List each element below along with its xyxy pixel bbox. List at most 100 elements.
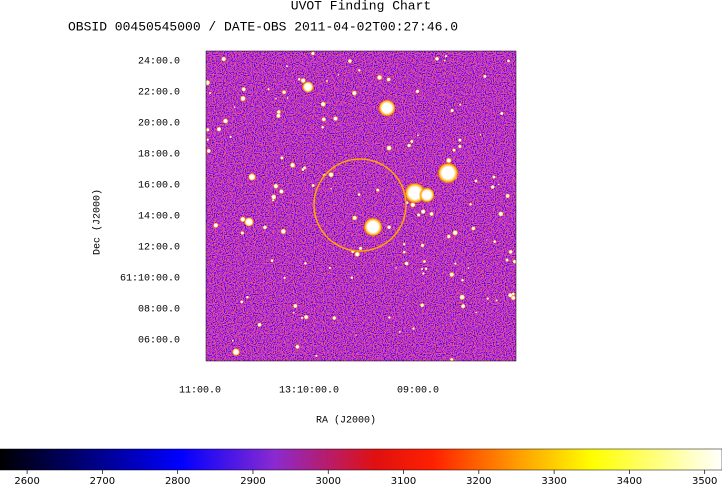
star <box>499 111 504 116</box>
star <box>337 74 340 76</box>
bright-star <box>244 217 254 227</box>
star <box>420 209 426 215</box>
y-tick-label: 14:00.0 <box>138 212 180 223</box>
star <box>415 89 420 94</box>
star <box>387 316 391 320</box>
star <box>257 322 262 328</box>
star <box>271 198 275 202</box>
star <box>351 215 358 221</box>
y-tick-label: 22:00.0 <box>138 88 180 99</box>
star <box>475 311 478 314</box>
star <box>459 294 466 301</box>
star <box>275 113 281 119</box>
star <box>280 156 284 160</box>
star <box>471 226 476 231</box>
star <box>486 297 490 301</box>
star <box>497 183 500 186</box>
star <box>458 103 462 106</box>
star <box>300 77 306 84</box>
star <box>507 292 513 298</box>
star <box>457 144 462 149</box>
star <box>357 192 361 197</box>
star <box>330 187 333 190</box>
star <box>492 175 496 179</box>
star <box>213 222 219 229</box>
star <box>395 266 397 269</box>
star <box>358 246 363 251</box>
star <box>483 74 487 79</box>
star <box>402 242 406 246</box>
star <box>206 127 210 132</box>
star <box>450 108 455 113</box>
colorbar-tick-label: 2700 <box>90 476 115 487</box>
colorbar-tick-label: 3100 <box>391 476 416 487</box>
star <box>320 101 326 107</box>
star <box>278 188 284 195</box>
star <box>206 148 212 154</box>
bright-star <box>378 99 396 117</box>
star <box>241 86 247 92</box>
title: UVOT Finding Chart <box>291 0 431 13</box>
star <box>292 303 298 309</box>
star <box>270 194 277 200</box>
star <box>495 299 498 302</box>
star <box>262 225 268 230</box>
x-tick-label: 13:10:00.0 <box>279 386 339 397</box>
star <box>267 87 270 91</box>
star <box>452 148 456 152</box>
star <box>301 167 305 172</box>
bright-star <box>363 217 383 237</box>
star <box>490 184 495 190</box>
star <box>239 300 244 304</box>
star <box>486 239 488 241</box>
colorbar <box>0 448 722 471</box>
colorbar-tick-label: 3000 <box>316 476 341 487</box>
star <box>328 266 332 270</box>
star <box>240 231 245 236</box>
y-tick-label: 06:00.0 <box>138 336 180 347</box>
star <box>467 267 470 270</box>
star <box>222 118 229 124</box>
star <box>429 211 434 217</box>
star <box>420 243 425 248</box>
star <box>454 262 457 265</box>
colorbar-tick-label: 2600 <box>14 476 39 487</box>
star <box>498 211 504 217</box>
star <box>355 334 357 336</box>
colorbar-tick-label: 3300 <box>541 476 566 487</box>
star <box>460 303 466 309</box>
star <box>273 183 279 189</box>
star <box>416 213 421 217</box>
star <box>206 138 210 142</box>
star <box>283 276 287 280</box>
star <box>328 171 334 178</box>
star <box>354 251 361 258</box>
x-tick-label: 09:00.0 <box>397 386 439 397</box>
star <box>386 77 391 82</box>
star <box>452 229 459 236</box>
star <box>469 202 473 206</box>
star <box>443 59 446 62</box>
star <box>347 58 353 64</box>
bright-star <box>437 162 459 184</box>
star <box>281 89 287 95</box>
star <box>310 51 316 56</box>
star <box>303 261 308 265</box>
star <box>325 79 329 83</box>
star <box>321 125 325 129</box>
star <box>321 116 327 122</box>
star <box>276 109 282 115</box>
star <box>505 193 511 199</box>
colorbar-tick-label: 3400 <box>617 476 642 487</box>
star <box>233 106 236 109</box>
star <box>416 134 419 137</box>
star <box>286 97 289 99</box>
star <box>512 259 516 264</box>
star <box>505 258 509 262</box>
star <box>280 228 287 235</box>
star <box>315 354 318 358</box>
y-axis-label: Dec (J2000) <box>92 189 104 255</box>
star <box>449 271 455 278</box>
y-tick-label: 12:00.0 <box>138 243 180 254</box>
